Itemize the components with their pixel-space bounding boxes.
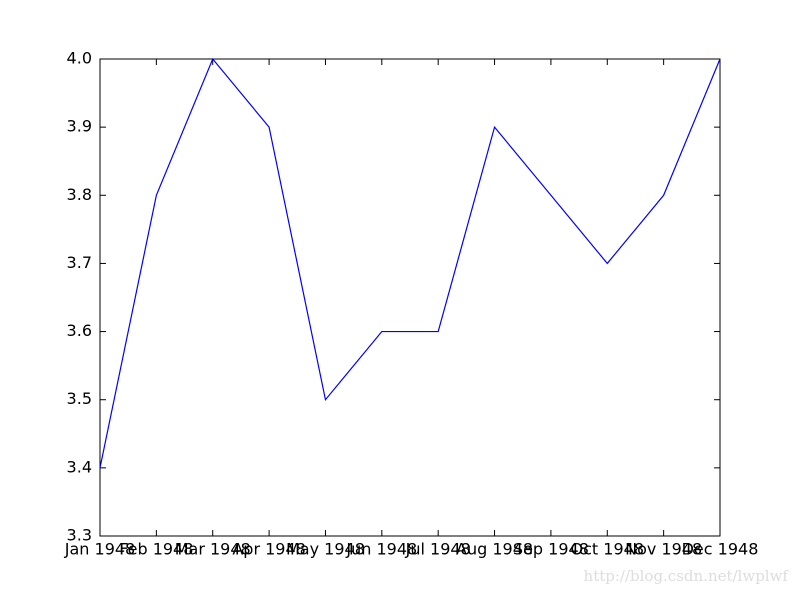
y-tick-label: 3.7 (67, 253, 92, 272)
x-tick-label: May 1948 (286, 540, 365, 559)
x-tick-label: Nov 1948 (625, 540, 702, 559)
y-tick-label: 3.9 (67, 117, 92, 136)
y-tick-label: 3.8 (67, 185, 92, 204)
x-tick-label: Oct 1948 (571, 540, 644, 559)
y-tick-label: 3.5 (67, 389, 92, 408)
x-tick-label: Feb 1948 (119, 540, 193, 559)
y-tick-label: 4.0 (67, 49, 92, 68)
y-tick-label: 3.3 (67, 526, 92, 545)
x-tick-label: Dec 1948 (682, 540, 759, 559)
line (99, 57, 721, 468)
x-tick-label: Sep 1948 (513, 540, 589, 559)
x-tick-label: Aug 1948 (456, 540, 533, 559)
x-tick-label: Mar 1948 (175, 540, 251, 559)
y-tick-label: 3.6 (67, 321, 92, 340)
x-tick-label: Apr 1948 (232, 540, 305, 559)
watermark: http://blog.csdn.net/lwplwf (584, 567, 790, 585)
x-tick-label: Jan 1948 (64, 540, 135, 559)
x-tick-label: Jul 1948 (405, 540, 471, 559)
x-tick-label: Jun 1948 (345, 540, 417, 559)
y-tick-label: 3.4 (67, 457, 92, 476)
plot-frame (99, 58, 721, 537)
